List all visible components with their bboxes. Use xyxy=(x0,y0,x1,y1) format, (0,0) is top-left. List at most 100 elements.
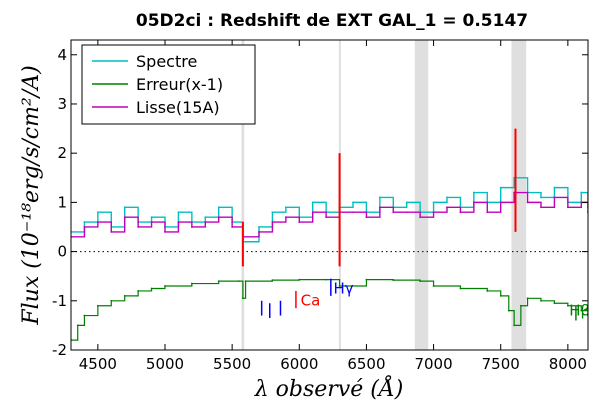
series-point-lisse xyxy=(325,216,328,219)
masked-region-3 xyxy=(511,40,527,350)
series-point-lisse xyxy=(284,216,287,219)
x-tick-label: 6000 xyxy=(280,355,318,373)
series-point-erreur xyxy=(325,278,328,281)
series-point-spectre xyxy=(378,196,381,199)
series-point-spectre xyxy=(204,216,207,219)
series-point-spectre xyxy=(271,211,274,214)
series-point-erreur xyxy=(540,299,542,302)
series-point-spectre xyxy=(96,211,99,214)
series-point-spectre xyxy=(83,221,86,223)
x-tick-label: 7000 xyxy=(414,355,452,373)
masked-region-0 xyxy=(241,40,245,350)
line-marker-label: Hγ xyxy=(334,279,354,297)
series-point-spectre xyxy=(217,206,220,209)
series-point-spectre xyxy=(258,226,260,228)
line-marker-label: Ca xyxy=(301,292,321,310)
series-point-spectre xyxy=(553,186,556,189)
series-point-spectre xyxy=(405,201,408,204)
series-point-lisse xyxy=(83,226,86,228)
series-point-erreur xyxy=(123,294,126,297)
series-point-lisse xyxy=(110,231,113,233)
legend-label-lisse: Lisse(15A) xyxy=(136,98,220,117)
series-point-erreur xyxy=(150,287,153,290)
series-point-erreur xyxy=(241,297,244,300)
series-point-erreur xyxy=(419,280,422,283)
series-point-erreur xyxy=(96,304,99,307)
line-marker-label: Hβ xyxy=(569,302,590,320)
series-point-erreur xyxy=(298,278,301,281)
series-point-lisse xyxy=(298,221,301,223)
series-point-spectre xyxy=(352,201,354,204)
series-point-lisse xyxy=(566,206,569,209)
series-point-lisse xyxy=(446,206,448,209)
series-point-erreur xyxy=(237,280,240,283)
series-point-lisse xyxy=(96,221,99,223)
series-point-lisse xyxy=(419,216,422,219)
series-point-lisse xyxy=(311,211,314,214)
series-point-erreur xyxy=(244,280,247,283)
x-tick-label: 8000 xyxy=(549,355,587,373)
series-point-erreur xyxy=(486,290,489,292)
series-point-erreur xyxy=(519,304,522,307)
series-point-lisse xyxy=(432,211,435,214)
legend-label-erreur: Erreur(x-1) xyxy=(136,75,223,94)
y-tick-label: 0 xyxy=(57,243,67,261)
series-point-spectre xyxy=(123,206,126,209)
legend-label-spectre: Spectre xyxy=(136,52,197,71)
y-axis-label: Flux (10⁻¹⁸erg/s/cm²/A) xyxy=(19,65,44,325)
series-point-erreur xyxy=(365,278,368,281)
series-line-erreur xyxy=(71,279,588,341)
y-tick-label: 3 xyxy=(57,95,67,113)
series-point-erreur xyxy=(580,309,583,312)
series-point-lisse xyxy=(526,201,529,204)
series-point-lisse xyxy=(392,211,395,214)
series-point-erreur xyxy=(137,290,140,292)
series-point-lisse xyxy=(486,211,489,214)
series-point-erreur xyxy=(271,279,274,282)
x-tick-label: 6500 xyxy=(347,355,385,373)
legend: Spectre Erreur(x-1) Lisse(15A) xyxy=(81,44,256,125)
series-point-erreur xyxy=(432,285,435,287)
series-point-erreur xyxy=(83,314,86,317)
series-point-spectre xyxy=(311,201,314,204)
series-point-erreur xyxy=(459,287,462,290)
series-point-lisse xyxy=(365,216,368,219)
y-tick-label: 1 xyxy=(57,193,67,211)
series-point-lisse xyxy=(217,216,220,219)
series-point-lisse xyxy=(580,201,583,204)
x-tick-label: 7500 xyxy=(482,355,520,373)
series-point-lisse xyxy=(459,211,462,214)
series-point-lisse xyxy=(540,206,542,209)
series-line-lisse xyxy=(71,191,588,238)
series-point-erreur xyxy=(553,302,556,305)
series-point-lisse xyxy=(231,226,234,228)
series-point-erreur xyxy=(513,324,516,327)
series-point-erreur xyxy=(392,279,395,282)
series-point-erreur xyxy=(499,294,502,297)
plot-frame xyxy=(70,39,589,351)
series-point-lisse xyxy=(137,226,140,228)
series-point-lisse xyxy=(258,231,260,233)
series-point-spectre xyxy=(540,196,542,199)
series-point-erreur xyxy=(507,309,510,312)
series-point-lisse xyxy=(164,231,166,233)
series-point-lisse xyxy=(499,201,502,204)
masked-region-2 xyxy=(414,40,429,350)
series-point-spectre xyxy=(580,191,583,194)
series-point-erreur xyxy=(110,299,113,302)
series-point-lisse xyxy=(553,196,556,199)
series-point-spectre xyxy=(446,196,448,199)
series-point-erreur xyxy=(190,282,193,285)
x-tick-label: 5500 xyxy=(213,355,251,373)
series-point-spectre xyxy=(150,216,153,219)
y-tick-label: 4 xyxy=(57,46,67,64)
series-point-lisse xyxy=(177,221,180,223)
series-point-spectre xyxy=(432,201,435,204)
series-point-lisse xyxy=(472,201,475,204)
x-axis-label: λ observé (Å) xyxy=(254,374,404,400)
series-point-spectre xyxy=(284,206,287,209)
series-point-lisse xyxy=(405,211,408,214)
series-point-lisse xyxy=(150,221,153,223)
series-point-erreur xyxy=(164,285,166,287)
